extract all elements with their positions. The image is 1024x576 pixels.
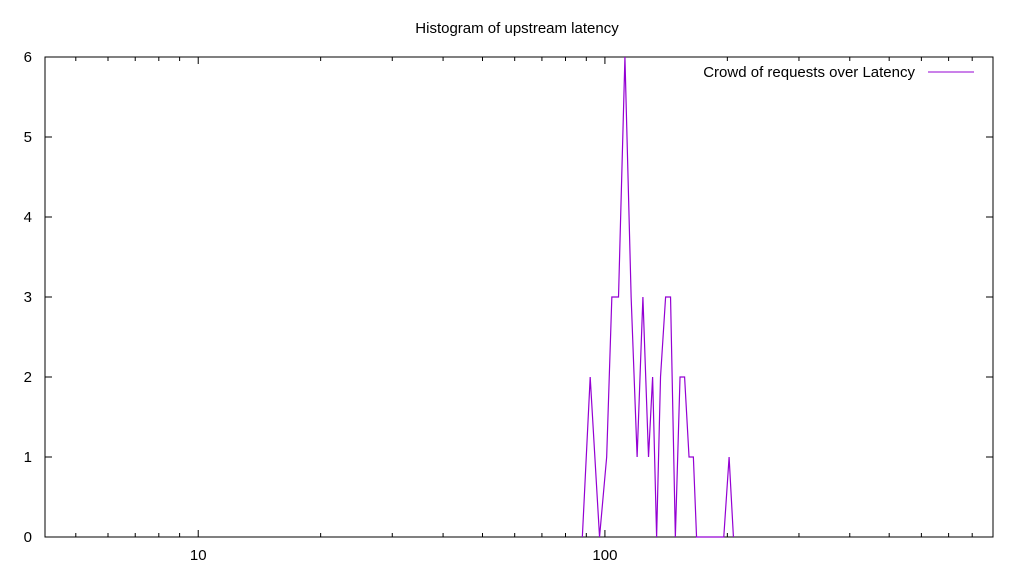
y-tick-label: 1 [24,449,32,466]
series-layer [581,56,735,538]
y-tick-label: 6 [24,49,32,66]
y-axis: 0 1 2 3 4 5 6 [24,49,993,546]
x-tick-label: 10 [190,547,207,564]
y-tick-label: 4 [24,209,32,226]
x-axis: 10 100 [75,57,994,564]
x-tick-label: 100 [592,547,617,564]
legend: Crowd of requests over Latency [703,64,974,81]
y-tick-label: 2 [24,369,32,386]
series-line-0 [581,56,735,538]
legend-label: Crowd of requests over Latency [703,64,915,81]
y-tick-label: 0 [24,529,32,546]
chart-title: Histogram of upstream latency [415,20,619,37]
plot-frame [44,56,994,538]
y-tick-label: 5 [24,129,32,146]
y-tick-label: 3 [24,289,32,306]
